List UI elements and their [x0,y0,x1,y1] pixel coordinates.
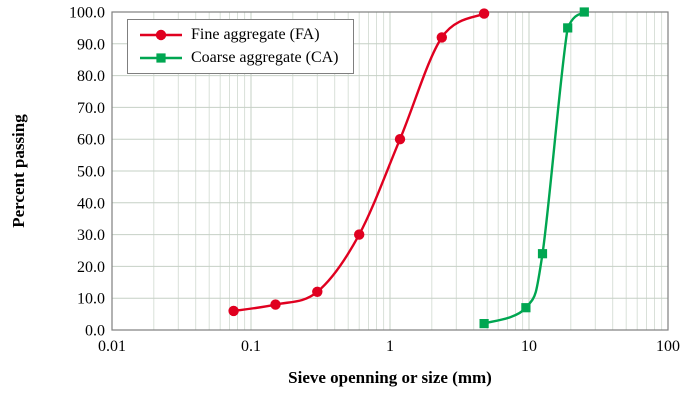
y-tick-label: 70.0 [77,100,105,117]
data-point-circle-fine-aggregate [354,229,365,240]
data-point-square-coarse-aggregate [537,249,548,259]
y-tick-label: 60.0 [77,132,105,149]
y-tick-label: 50.0 [77,164,105,181]
x-axis-title: Sieve openning or size (mm) [288,368,492,387]
data-point-circle-fine-aggregate [394,134,406,145]
x-tick-label: 0.01 [98,338,126,355]
y-tick-label: 0.0 [85,323,105,340]
data-point-square-coarse-aggregate [479,319,489,329]
y-tick-label: 100.0 [69,5,105,22]
series-line-coarse-aggregate [482,10,586,325]
data-point-square-coarse-aggregate [579,7,589,17]
data-point-square-coarse-aggregate [521,303,531,313]
y-tick-label: 80.0 [77,68,105,85]
legend-item-fine-aggregate: Fine aggregate (FA) [138,27,339,43]
y-axis-title: Percent passing [9,114,28,228]
data-point-circle-fine-aggregate [270,299,281,310]
x-tick-label: 0.1 [241,338,261,355]
data-point-circle-fine-aggregate [228,305,239,317]
data-point-circle-fine-aggregate [478,8,490,19]
legend-label-fine-aggregate: Fine aggregate (FA) [191,26,320,43]
legend-swatch-fine-aggregate [140,29,182,41]
data-point-circle-fine-aggregate [436,32,447,43]
y-tick-label: 10.0 [77,291,105,308]
legend: Fine aggregate (FA) Coarse aggregate (CA… [127,19,354,74]
y-tick-label: 40.0 [77,195,105,212]
y-tick-label: 30.0 [77,227,105,244]
x-tick-label: 1 [386,338,394,355]
y-tick-label: 90.0 [77,36,105,53]
major-gridlines [112,12,668,330]
x-tick-label: 100 [656,338,680,355]
y-tick-label: 20.0 [77,259,105,276]
legend-item-coarse-aggregate: Coarse aggregate (CA) [138,50,339,66]
x-tick-label: 10 [521,338,537,355]
plot-border [111,11,669,331]
y-axis-title-wrap: Percent passing [0,12,38,330]
data-point-square-coarse-aggregate [563,23,573,33]
tick-labels: 0.01 0.1 1 10 100 0.0 10.0 20.0 30.0 40.0 50.0 60.0… [69,5,680,356]
legend-label-coarse-aggregate: Coarse aggregate (CA) [191,49,339,66]
data-point-circle-fine-aggregate [312,286,323,297]
legend-swatch-coarse-aggregate [140,53,182,63]
